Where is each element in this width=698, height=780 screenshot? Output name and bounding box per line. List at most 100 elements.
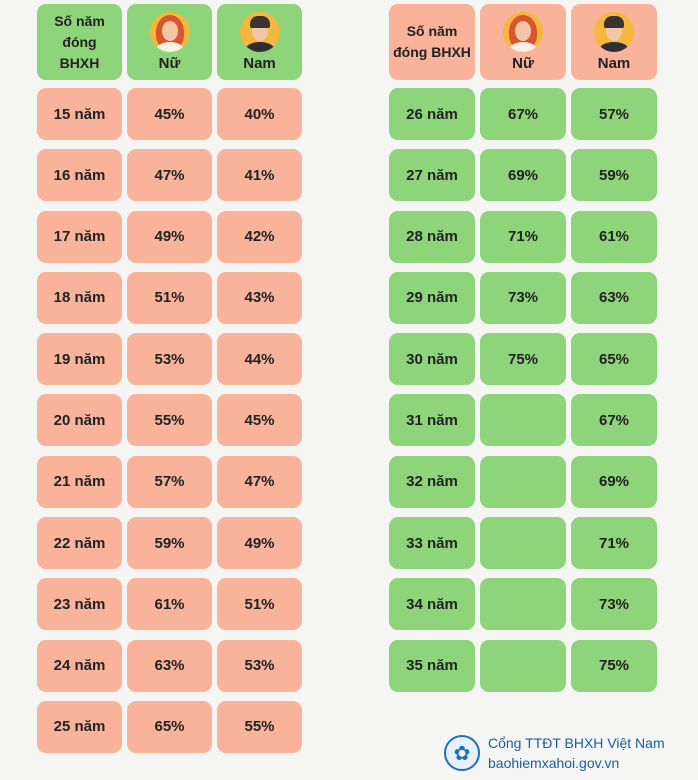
years-cell: 19 năm [37,333,122,386]
female-header-label: Nữ [158,55,181,72]
male-rate-cell: 57% [571,88,657,140]
table-row: 19 năm 53% 44% [37,333,302,386]
years-cell: 21 năm [37,455,122,508]
years-cell: 16 năm [37,149,122,202]
years-cell: 17 năm [37,210,122,263]
female-rate-cell: 65% [127,700,212,753]
female-rate-cell: 49% [127,210,212,263]
male-rate-cell: 75% [571,639,657,692]
man-avatar-icon [594,12,634,52]
male-rate-cell: 51% [217,578,302,631]
table-row: 16 năm 47% 41% [37,149,302,202]
male-rate-cell: 49% [217,517,302,570]
table-row: 23 năm 61% 51% [37,578,302,631]
table-row: 20 năm 55% 45% [37,394,302,447]
table-row: 26 năm 67% 57% [389,88,657,140]
years-cell: 31 năm [389,394,475,447]
female-rate-cell: 53% [127,333,212,386]
years-cell: 15 năm [37,88,122,140]
male-rate-cell: 55% [217,700,302,753]
female-rate-cell: 59% [127,517,212,570]
female-rate-cell [480,394,566,447]
male-rate-cell: 44% [217,333,302,386]
male-rate-cell: 61% [571,210,657,263]
years-cell: 32 năm [389,455,475,508]
female-header: Nữ [480,4,566,80]
table-row: 27 năm 69% 59% [389,149,657,202]
table-header: Số năm đóng BHXH Nữ Nam [37,4,302,80]
table-row: 28 năm 71% 61% [389,210,657,263]
female-rate-cell [480,578,566,631]
right-rate-table: Số năm đóng BHXH Nữ Nam 26 năm 67% 57% 27 n… [389,0,657,701]
male-rate-cell: 67% [571,394,657,447]
female-rate-cell: 47% [127,149,212,202]
years-cell: 30 năm [389,333,475,386]
male-rate-cell: 42% [217,210,302,263]
table-row: 33 năm 71% [389,517,657,570]
table-row: 15 năm 45% 40% [37,88,302,140]
table-row: 22 năm 59% 49% [37,517,302,570]
years-cell: 27 năm [389,149,475,202]
table-row: 30 năm 75% 65% [389,333,657,386]
left-rate-table: Số năm đóng BHXH Nữ Nam 15 năm 45% 40% 16 n… [37,0,302,762]
male-rate-cell: 63% [571,271,657,324]
female-header: Nữ [127,4,212,80]
table-row: 21 năm 57% 47% [37,455,302,508]
years-cell: 34 năm [389,578,475,631]
years-cell: 25 năm [37,700,122,753]
female-rate-cell: 75% [480,333,566,386]
table-row: 18 năm 51% 43% [37,271,302,324]
male-rate-cell: 69% [571,455,657,508]
female-rate-cell: 73% [480,271,566,324]
female-rate-cell: 69% [480,149,566,202]
years-cell: 28 năm [389,210,475,263]
female-rate-cell: 71% [480,210,566,263]
female-header-label: Nữ [512,55,534,72]
female-rate-cell: 57% [127,455,212,508]
female-rate-cell: 63% [127,639,212,692]
table-row: 35 năm 75% [389,639,657,692]
female-rate-cell [480,639,566,692]
table-row: 32 năm 69% [389,455,657,508]
male-rate-cell: 71% [571,517,657,570]
male-rate-cell: 43% [217,271,302,324]
table-row: 25 năm 65% 55% [37,700,302,753]
male-rate-cell: 45% [217,394,302,447]
years-cell: 22 năm [37,517,122,570]
female-rate-cell [480,517,566,570]
table-row: 29 năm 73% 63% [389,271,657,324]
male-header: Nam [217,4,302,80]
years-cell: 23 năm [37,578,122,631]
years-cell: 35 năm [389,639,475,692]
years-cell: 29 năm [389,271,475,324]
female-rate-cell: 67% [480,88,566,140]
table-header: Số năm đóng BHXH Nữ Nam [389,4,657,80]
table-row: 17 năm 49% 42% [37,210,302,263]
female-rate-cell: 45% [127,88,212,140]
years-cell: 33 năm [389,517,475,570]
female-rate-cell: 51% [127,271,212,324]
bhxh-logo-icon: ✿ [444,735,480,771]
male-rate-cell: 65% [571,333,657,386]
male-header-label: Nam [243,55,276,72]
male-rate-cell: 73% [571,578,657,631]
female-rate-cell: 61% [127,578,212,631]
man-avatar-icon [239,12,280,52]
male-rate-cell: 41% [217,149,302,202]
years-cell: 26 năm [389,88,475,140]
table-row: 24 năm 63% 53% [37,639,302,692]
female-rate-cell [480,455,566,508]
years-cell: 18 năm [37,271,122,324]
years-cell: 20 năm [37,394,122,447]
male-header: Nam [571,4,657,80]
male-rate-cell: 47% [217,455,302,508]
male-rate-cell: 59% [571,149,657,202]
woman-avatar-icon [149,12,190,52]
years-header: Số năm đóng BHXH [37,4,122,80]
male-header-label: Nam [597,55,631,72]
footer-brand: ✿ Cổng TTĐT BHXH Việt Nam baohiemxahoi.g… [444,733,665,773]
table-row: 34 năm 73% [389,578,657,631]
female-rate-cell: 55% [127,394,212,447]
years-header: Số năm đóng BHXH [389,4,475,80]
footer-website[interactable]: baohiemxahoi.gov.vn [488,755,620,771]
